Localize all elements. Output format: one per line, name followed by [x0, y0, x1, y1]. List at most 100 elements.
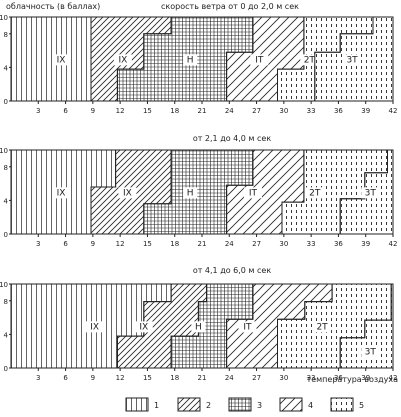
legend-swatch-2 — [177, 397, 201, 412]
x-tick-label: 36 — [334, 240, 343, 248]
region-label-bg — [191, 321, 206, 333]
x-tick-label: 36 — [334, 107, 343, 115]
x-tick-label: 30 — [279, 374, 288, 382]
region-label-bg — [238, 321, 257, 333]
legend-key-4: 4 — [308, 401, 313, 410]
region-label-bg — [300, 54, 319, 66]
x-tick-label: 3 — [36, 240, 40, 248]
region-label-bg — [118, 187, 137, 199]
region-ix — [10, 16, 92, 102]
panel-title-1: скорость ветра от 0 до 2,0 м сек — [161, 2, 299, 11]
region-label: 2T — [316, 322, 328, 332]
x-tick-label: 15 — [143, 107, 152, 115]
x-tick-label: 9 — [91, 107, 95, 115]
y-tick-label: 10 — [0, 14, 8, 22]
region-label-bg — [305, 187, 324, 199]
x-tick-label: 18 — [170, 374, 179, 382]
legend-key-1: 1 — [154, 401, 159, 410]
region-label: 3T — [365, 188, 377, 198]
x-axis-label: температура воздуха — [307, 375, 399, 384]
x-tick-label: 27 — [252, 374, 261, 382]
y-tick-label: 0 — [4, 98, 8, 106]
region-label-bg — [361, 187, 380, 199]
panel-title-3: от 4,1 до 6,0 м сек — [193, 266, 271, 275]
x-tick-label: 39 — [361, 107, 370, 115]
legend-key-3: 3 — [257, 401, 262, 410]
region-label-bg — [343, 54, 362, 66]
region-label: IT — [249, 188, 258, 198]
region-label: IX — [90, 322, 99, 332]
y-tick-label: 0 — [4, 231, 8, 239]
x-tick-label: 33 — [307, 107, 316, 115]
x-tick-label: 21 — [198, 374, 207, 382]
y-tick-label: 0 — [4, 365, 8, 373]
x-tick-label: 12 — [116, 374, 125, 382]
region-label: IX — [118, 55, 127, 65]
region-label: IX — [57, 55, 66, 65]
x-tick-label: 24 — [225, 374, 234, 382]
x-tick-label: 18 — [170, 240, 179, 248]
x-tick-label: 30 — [279, 240, 288, 248]
legend-key-2: 2 — [206, 401, 211, 410]
y-tick-label: 4 — [4, 331, 9, 339]
x-tick-label: 42 — [389, 240, 398, 248]
x-tick-label: 18 — [170, 107, 179, 115]
x-tick-label: 42 — [389, 374, 398, 382]
region-label: IT — [255, 55, 264, 65]
region-label-bg — [85, 321, 104, 333]
y-tick-label: 4 — [4, 197, 9, 205]
y-tick-label: 8 — [4, 164, 8, 172]
x-tick-label: 39 — [361, 240, 370, 248]
x-tick-label: 21 — [198, 107, 207, 115]
region-label: H — [195, 322, 202, 332]
region-label: IX — [139, 322, 148, 332]
region-label: H — [187, 55, 194, 65]
region-label-bg — [52, 187, 71, 199]
region-label-bg — [250, 54, 269, 66]
legend-key-5: 5 — [359, 401, 364, 410]
legend-swatch-4 — [279, 397, 303, 412]
x-tick-label: 15 — [143, 374, 152, 382]
y-axis-label: облачность (в баллах) — [6, 2, 100, 11]
region-label: 3T — [346, 55, 358, 65]
x-tick-label: 24 — [225, 240, 234, 248]
x-tick-label: 15 — [143, 240, 152, 248]
x-tick-label: 9 — [91, 374, 95, 382]
x-tick-label: 6 — [63, 374, 68, 382]
x-tick-label: 24 — [225, 107, 234, 115]
region-label-bg — [313, 321, 332, 333]
x-tick-label: 30 — [279, 107, 288, 115]
region-label-bg — [113, 54, 132, 66]
panel-title-2: от 2,1 до 4,0 м сек — [193, 134, 271, 143]
x-tick-label: 12 — [116, 107, 125, 115]
region-label: IX — [57, 188, 66, 198]
x-tick-label: 33 — [307, 374, 316, 382]
region-label-bg — [243, 187, 262, 199]
y-tick-label: 10 — [0, 147, 8, 155]
x-tick-label: 9 — [91, 240, 95, 248]
x-tick-label: 33 — [307, 240, 316, 248]
x-tick-label: 6 — [63, 240, 68, 248]
region-label: 2T — [309, 188, 321, 198]
x-tick-label: 42 — [389, 107, 398, 115]
y-tick-label: 10 — [0, 281, 8, 289]
legend: 1 2 3 4 5 — [125, 397, 364, 412]
x-tick-label: 3 — [36, 374, 40, 382]
y-tick-label: 8 — [4, 298, 8, 306]
x-tick-label: 12 — [116, 240, 125, 248]
legend-swatch-3 — [228, 397, 252, 412]
x-tick-label: 27 — [252, 240, 261, 248]
region-label: IT — [243, 322, 252, 332]
region-label: H — [187, 188, 194, 198]
region-label: IX — [123, 188, 132, 198]
x-tick-label: 36 — [334, 374, 343, 382]
region-label-bg — [183, 187, 198, 199]
x-tick-label: 6 — [63, 107, 68, 115]
region-label-bg — [361, 346, 380, 358]
region-label-bg — [134, 321, 153, 333]
region-label-bg — [183, 54, 198, 66]
legend-swatch-5 — [330, 397, 354, 412]
